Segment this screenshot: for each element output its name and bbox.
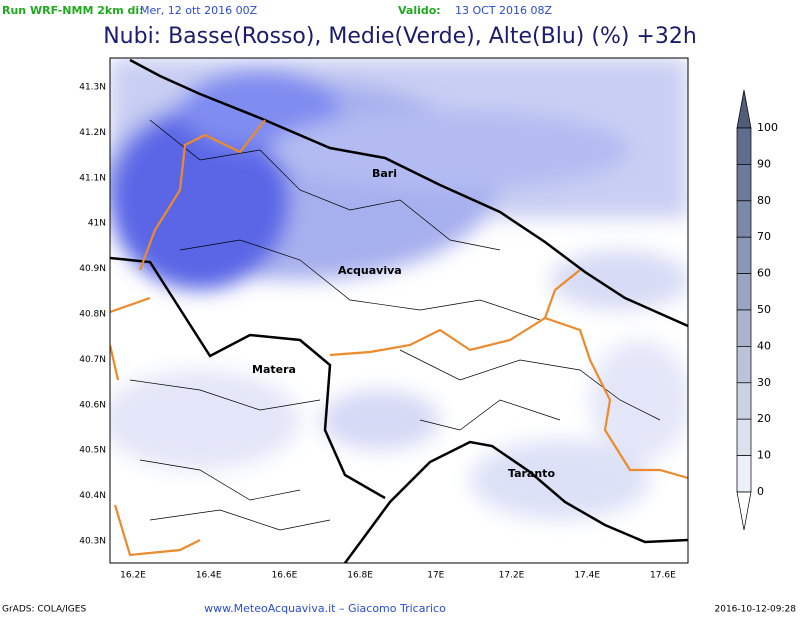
- lon-label: 17.6E: [650, 571, 676, 581]
- valid-label: Valido:: [398, 4, 441, 17]
- map-frame: [109, 57, 689, 564]
- lat-label: 41.2N: [79, 128, 106, 138]
- lat-label: 40.9N: [79, 264, 106, 274]
- colorbar-cap-top: [736, 89, 752, 129]
- colorbar-label: 20: [757, 412, 771, 425]
- run-label: Run WRF-NMM 2km di:: [2, 4, 144, 17]
- footer-left: GrADS: COLA/IGES: [2, 605, 86, 615]
- colorbar-label: 10: [757, 449, 771, 462]
- colorbar-label: 40: [757, 339, 771, 352]
- colorbar-label: 100: [757, 121, 778, 134]
- colorbar-swatch: [736, 127, 752, 165]
- colorbar-swatch: [736, 164, 752, 202]
- boundaries: [129, 119, 661, 531]
- region-border: [110, 119, 688, 557]
- lat-label: 40.5N: [79, 446, 106, 456]
- colorbar-swatch: [736, 273, 752, 311]
- lon-label: 17E: [427, 571, 444, 581]
- colorbar-swatch: [736, 309, 752, 347]
- colorbar-cap-bottom: [736, 491, 752, 531]
- lat-label: 40.7N: [79, 355, 106, 365]
- lon-label: 17.2E: [499, 571, 525, 581]
- colorbar-label: 80: [757, 194, 771, 207]
- colorbar-swatch: [736, 455, 752, 493]
- place-label: Matera: [252, 363, 296, 376]
- place-label: Acquaviva: [338, 264, 402, 277]
- colorbar-swatch: [736, 236, 752, 274]
- lon-label: 16.6E: [272, 571, 298, 581]
- colorbar-swatch: [736, 418, 752, 456]
- valid-date: 13 OCT 2016 08Z: [455, 4, 553, 17]
- lat-label: 40.4N: [79, 491, 106, 501]
- colorbar-label: 90: [757, 157, 771, 170]
- colorbar-swatch: [736, 382, 752, 420]
- lat-label: 41N: [88, 219, 106, 229]
- colorbar-label: 30: [757, 376, 771, 389]
- lat-label: 41.3N: [79, 83, 106, 93]
- colorbar-label: 0: [757, 485, 764, 498]
- footer-right: 2016-10-12-09:28: [715, 605, 797, 615]
- lat-label: 40.6N: [79, 400, 106, 410]
- lon-label: 17.4E: [574, 571, 600, 581]
- lon-label: 16.4E: [196, 571, 222, 581]
- place-label: Bari: [372, 167, 397, 180]
- colorbar-swatch: [736, 346, 752, 384]
- lon-label: 16.8E: [347, 571, 373, 581]
- lat-label: 40.3N: [79, 537, 106, 547]
- footer-center: www.MeteoAcquaviva.it – Giacomo Tricaric…: [204, 602, 446, 615]
- place-label: Taranto: [508, 467, 555, 480]
- colorbar-label: 60: [757, 267, 771, 280]
- run-date: Mer, 12 ott 2016 00Z: [140, 4, 258, 17]
- colorbar-swatch: [736, 200, 752, 238]
- map: [110, 58, 688, 563]
- colorbar-label: 70: [757, 230, 771, 243]
- lat-label: 40.8N: [79, 310, 106, 320]
- lat-label: 41.1N: [79, 173, 106, 183]
- title: Nubi: Basse(Rosso), Medie(Verde), Alte(B…: [103, 24, 697, 49]
- lon-label: 16.2E: [120, 571, 146, 581]
- cloud-field: [110, 58, 688, 520]
- coastline: [110, 58, 688, 563]
- colorbar-label: 50: [757, 303, 771, 316]
